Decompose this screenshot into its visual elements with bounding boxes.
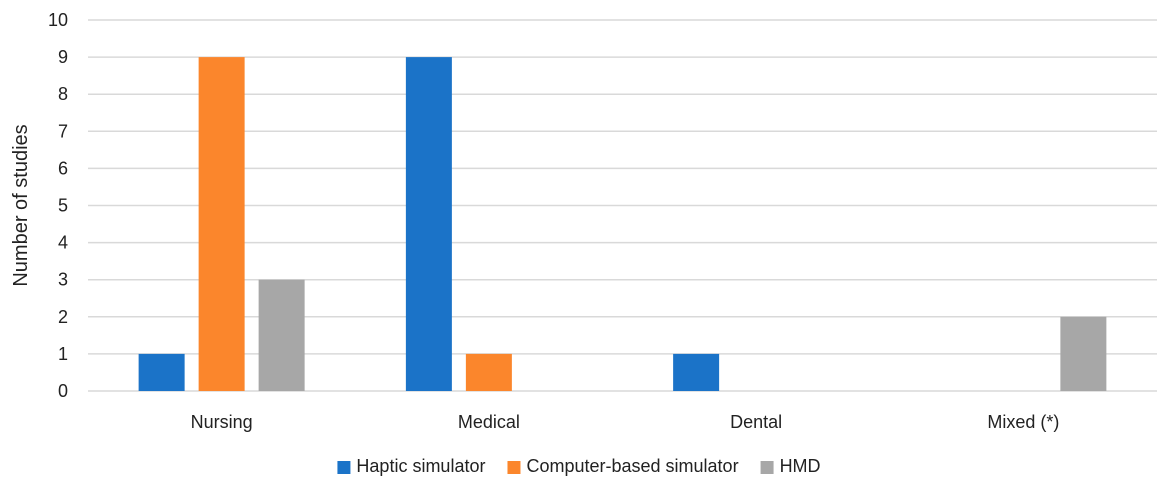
y-tick-label: 10 [48,10,68,30]
legend-label: Haptic simulator [356,456,485,476]
y-tick-label: 5 [58,196,68,216]
bar [405,57,452,391]
legend-swatch [337,461,351,474]
y-tick-label: 9 [58,47,68,67]
legend-label: Computer-based simulator [526,456,738,476]
x-category-label: Dental [730,412,782,432]
x-category-label: Nursing [191,412,253,432]
y-tick-label: 1 [58,344,68,364]
y-tick-label: 2 [58,307,68,327]
y-tick-label: 4 [58,233,68,253]
bar [198,57,245,391]
legend-swatch [507,461,521,474]
legend-item: Haptic simulator [337,456,485,476]
legend-item: Computer-based simulator [507,456,739,476]
y-axis-title: Number of studies [10,124,32,286]
legend-swatch [760,461,774,474]
gridlines [88,19,1157,392]
y-tick-label: 8 [58,84,68,104]
y-tick-label: 3 [58,270,68,290]
bars [138,57,1107,391]
bar [465,353,512,391]
x-category-label: Mixed (*) [987,412,1059,432]
bar [1060,316,1107,391]
legend-item: HMD [760,456,821,476]
y-tick-label: 7 [58,121,68,141]
y-tick-label: 6 [58,158,68,178]
bar [673,353,720,391]
legend: Haptic simulator Computer-based simulator… [337,456,821,476]
y-tick-label: 0 [58,381,68,401]
y-axis-ticks: 0 1 2 3 4 5 6 7 8 9 10 [48,10,68,401]
bar [258,279,305,391]
legend-label: HMD [780,456,821,476]
bar [138,353,185,391]
x-axis-ticks: Nursing Medical Dental Mixed (*) [191,412,1060,432]
x-category-label: Medical [458,412,520,432]
